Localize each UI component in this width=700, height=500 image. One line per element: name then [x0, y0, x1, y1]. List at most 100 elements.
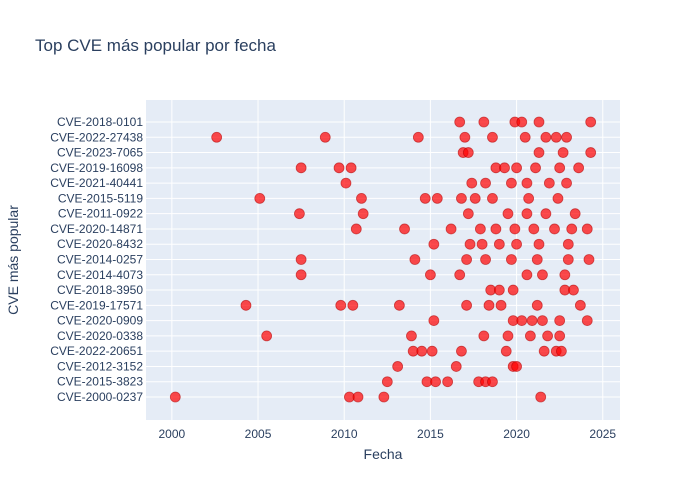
y-tick-label: CVE-2012-3152	[57, 359, 143, 373]
data-point	[554, 162, 566, 174]
chart-title: Top CVE más popular por fecha	[35, 36, 277, 55]
data-point	[461, 299, 472, 311]
data-point	[478, 116, 490, 128]
data-point	[537, 315, 548, 327]
data-point	[445, 223, 457, 235]
data-point	[428, 238, 440, 250]
data-point	[345, 162, 357, 174]
data-point	[511, 361, 522, 372]
data-point	[409, 254, 421, 265]
data-point	[569, 208, 581, 220]
data-point	[583, 254, 595, 265]
data-point	[581, 315, 593, 327]
data-point	[412, 131, 424, 143]
data-point	[424, 269, 436, 281]
data-point	[419, 192, 431, 204]
data-point	[462, 208, 474, 220]
data-point	[500, 345, 512, 357]
data-point	[568, 284, 579, 296]
data-point	[531, 299, 543, 311]
data-point	[530, 162, 541, 174]
y-tick-label: CVE-2011-0922	[58, 207, 143, 221]
data-point	[543, 177, 555, 189]
y-tick-label: CVE-2018-3950	[57, 283, 143, 297]
data-point	[381, 376, 393, 388]
data-point	[356, 192, 367, 204]
data-point	[261, 330, 273, 342]
data-point	[542, 330, 554, 342]
data-point	[552, 192, 564, 204]
y-tick-label: CVE-2020-0909	[57, 314, 143, 328]
data-point	[502, 330, 514, 342]
data-point	[554, 330, 566, 342]
data-point	[574, 299, 586, 311]
data-point	[357, 208, 369, 220]
data-point	[519, 131, 531, 143]
data-point	[466, 177, 478, 189]
data-point	[340, 177, 352, 189]
y-tick-label: CVE-2022-20651	[50, 344, 143, 358]
data-point	[533, 147, 545, 158]
data-point	[319, 131, 331, 143]
y-tick-label: CVE-2023-7065	[57, 146, 143, 160]
data-point	[562, 238, 574, 250]
data-point	[295, 269, 307, 281]
data-point	[350, 223, 362, 235]
data-point	[554, 315, 566, 327]
data-point	[499, 162, 510, 174]
data-point	[393, 299, 405, 311]
data-point	[295, 162, 307, 174]
data-point	[462, 147, 474, 158]
data-point	[476, 238, 488, 250]
y-axis-title: CVE más popular	[5, 205, 21, 315]
data-point	[581, 223, 593, 235]
data-point	[538, 345, 550, 357]
data-point	[559, 269, 571, 281]
y-tick-label: CVE-2022-27438	[50, 130, 143, 144]
y-tick-label: CVE-2014-4073	[57, 268, 143, 282]
data-point	[295, 254, 307, 265]
data-point	[507, 284, 519, 296]
data-point	[464, 238, 476, 250]
data-point	[549, 223, 560, 235]
data-point	[483, 299, 495, 311]
data-point	[524, 330, 536, 342]
data-point	[211, 131, 223, 143]
data-point	[533, 116, 545, 128]
data-point	[585, 116, 597, 128]
data-point	[474, 223, 486, 235]
data-point	[493, 284, 505, 296]
data-point	[561, 131, 572, 143]
data-point	[487, 192, 498, 204]
data-point	[454, 116, 466, 128]
data-point	[506, 177, 517, 189]
data-points	[169, 116, 597, 403]
data-point	[442, 376, 454, 388]
data-point	[428, 315, 440, 327]
y-tick-label: CVE-2020-8432	[57, 237, 143, 251]
data-point	[506, 254, 517, 265]
data-point	[430, 376, 441, 388]
y-tick-labels: CVE-2000-0237CVE-2015-3823CVE-2012-3152C…	[50, 115, 143, 404]
y-tick-label: CVE-2019-16098	[50, 161, 143, 175]
y-tick-label: CVE-2015-3823	[57, 375, 143, 389]
x-tick-label: 2015	[417, 427, 444, 441]
data-point	[516, 116, 528, 128]
data-point	[511, 238, 522, 250]
data-point	[456, 345, 467, 357]
data-point	[416, 345, 428, 357]
data-point	[478, 330, 490, 342]
data-point	[490, 223, 502, 235]
x-tick-label: 2005	[245, 427, 272, 441]
data-point	[487, 131, 498, 143]
data-point	[392, 361, 404, 372]
data-point	[495, 299, 507, 311]
data-point	[450, 361, 462, 372]
data-point	[254, 192, 266, 204]
data-point	[509, 223, 521, 235]
data-point	[469, 192, 481, 204]
data-point	[521, 208, 533, 220]
data-point	[240, 299, 252, 311]
data-point	[528, 223, 540, 235]
